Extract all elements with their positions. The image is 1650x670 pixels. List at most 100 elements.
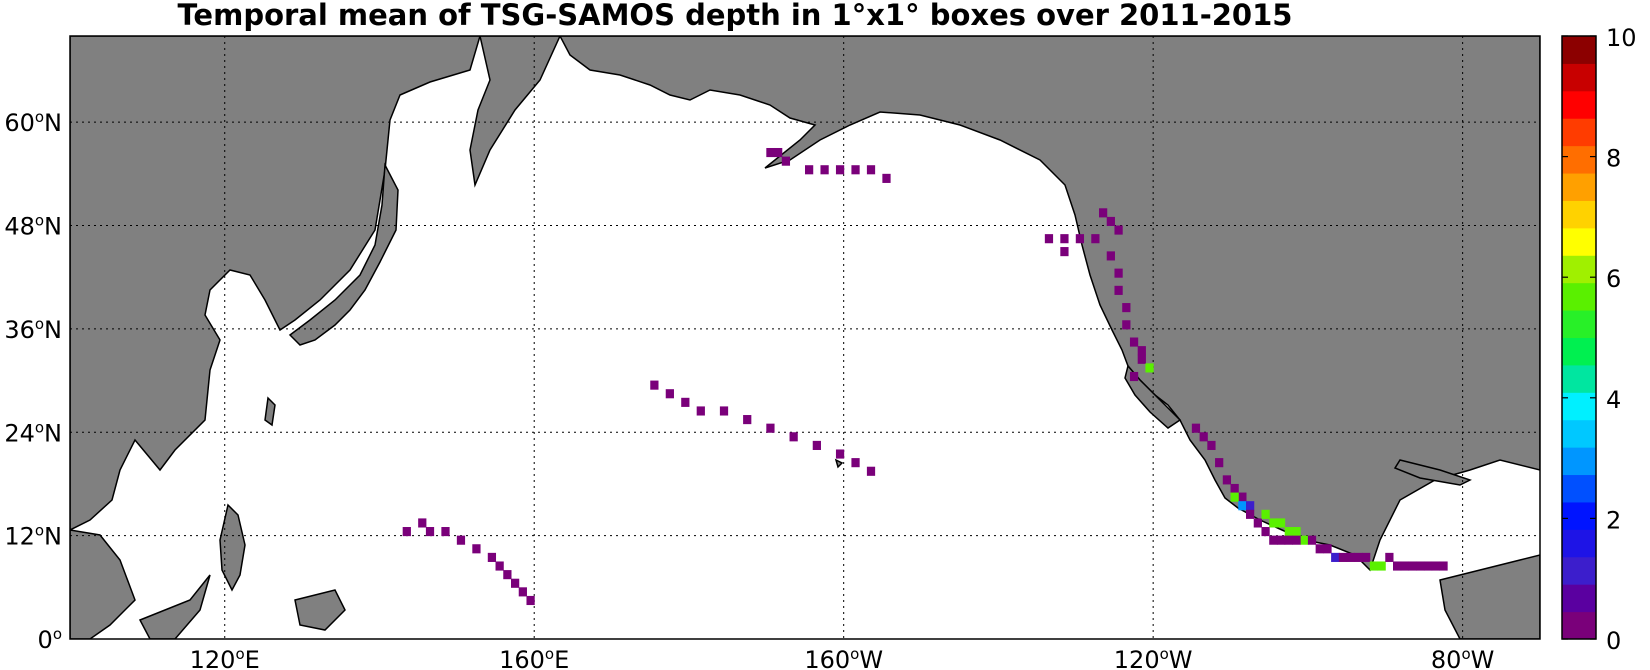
land-baja: [1124, 364, 1182, 429]
land-indochina: [70, 529, 136, 639]
colorbar-segment: [1562, 419, 1596, 448]
map-frame: [69, 35, 1541, 640]
depth-cell: [820, 165, 829, 175]
depth-cell: [503, 570, 512, 580]
depth-cell: [805, 165, 814, 175]
depth-cell: [1269, 518, 1278, 528]
land-new-guinea: [294, 589, 346, 631]
depth-cell: [1276, 535, 1286, 545]
depth-cell: [1400, 561, 1409, 571]
colorbar-segment: [1562, 36, 1596, 64]
depth-cell: [1338, 552, 1348, 562]
depth-cell: [1284, 527, 1293, 537]
depth-cell: [1416, 561, 1425, 571]
depth-cell: [1145, 363, 1154, 373]
depth-cell: [1114, 225, 1123, 235]
depth-cell: [1284, 535, 1293, 545]
colorbar-tick-label: 10: [1606, 24, 1637, 52]
depth-cell: [1300, 535, 1309, 545]
colorbar-segment: [1562, 63, 1596, 92]
depth-cell: [487, 552, 497, 562]
colorbar-tick-label: 0: [1606, 627, 1621, 655]
depth-cell: [1439, 561, 1448, 571]
depth-cell: [511, 578, 520, 588]
depth-cell: [1261, 527, 1270, 537]
colorbar-segment: [1562, 584, 1596, 613]
depth-cell: [1114, 268, 1123, 278]
land-kamchatka: [469, 36, 561, 188]
depth-cell: [1122, 303, 1131, 313]
depth-cell: [1354, 552, 1363, 562]
colorbar-segment: [1562, 447, 1596, 476]
colorbar-segment: [1562, 118, 1596, 147]
depth-cell: [1369, 561, 1379, 571]
depth-cell: [851, 165, 860, 175]
colorbar-segment: [1562, 474, 1596, 503]
depth-cell: [1129, 371, 1139, 382]
depth-cell: [425, 527, 435, 537]
depth-cell: [866, 165, 876, 175]
depth-cell: [1377, 561, 1386, 571]
colorbar-segment: [1562, 145, 1596, 174]
depth-cell: [418, 518, 427, 528]
depth-cell: [1207, 440, 1216, 450]
depth-cell: [1253, 518, 1262, 528]
colorbar-tick-label: 6: [1606, 265, 1621, 293]
longitude-tick-label: 120oE: [190, 645, 260, 670]
depth-cell: [1246, 509, 1255, 519]
depth-cell: [1122, 320, 1131, 330]
depth-cell: [743, 415, 752, 425]
colorbar-frame: [1561, 35, 1597, 640]
depth-cell: [789, 432, 798, 442]
depth-cells-layer: [402, 147, 1448, 606]
colorbar-segment: [1562, 255, 1596, 284]
colorbar-segment: [1562, 529, 1596, 558]
depth-cell: [495, 561, 504, 571]
depth-cell: [1323, 544, 1332, 554]
depth-cell: [1331, 552, 1340, 562]
depth-cell: [1346, 552, 1355, 562]
colorbar-segment: [1562, 227, 1596, 256]
colorbar: 0 2 4 6 8 10: [1561, 24, 1637, 655]
colorbar-segment: [1562, 200, 1596, 229]
depth-cell: [1362, 552, 1371, 562]
depth-cell: [1075, 234, 1085, 244]
depth-cell: [456, 535, 466, 545]
latitude-tick-label: 0o: [38, 625, 62, 654]
depth-cell: [526, 595, 535, 606]
colorbar-segment: [1562, 337, 1596, 366]
depth-cell: [1408, 561, 1417, 571]
latitude-tick-label: 24oN: [4, 418, 62, 447]
depth-cell: [1191, 423, 1201, 433]
depth-cell: [1393, 561, 1402, 571]
depth-cell: [1385, 552, 1394, 562]
colorbar-segment: [1562, 282, 1596, 311]
depth-cell: [1431, 561, 1440, 571]
latitude-tick-label: 12oN: [4, 522, 62, 551]
depth-cell: [1199, 432, 1208, 442]
land-taiwan: [264, 396, 276, 427]
depth-cell: [1137, 346, 1146, 356]
latitude-tick-label: 36oN: [4, 315, 62, 344]
depth-cell: [781, 156, 791, 166]
depth-cell: [1292, 527, 1301, 537]
depth-cell: [835, 165, 845, 175]
depth-cell: [1106, 251, 1115, 261]
depth-cell: [665, 389, 674, 399]
depth-cell: [650, 380, 659, 390]
colorbar-segment: [1562, 364, 1596, 393]
colorbar-segment: [1562, 310, 1596, 338]
depth-cell: [835, 449, 845, 459]
colorbar-tick-label: 4: [1606, 386, 1621, 414]
land-japan: [288, 162, 399, 346]
depth-cell: [1091, 234, 1100, 244]
latitude-labels: 0o 12oN 24oN 36oN 48oN 60oN: [4, 108, 62, 654]
depth-cell: [851, 458, 860, 468]
depth-cell: [1137, 354, 1146, 364]
depth-cell: [766, 423, 775, 433]
colorbar-segment: [1562, 90, 1596, 119]
latitude-tick-label: 60oN: [4, 108, 62, 137]
depth-cell: [812, 440, 821, 450]
colorbar-tick-label: 2: [1606, 506, 1621, 534]
